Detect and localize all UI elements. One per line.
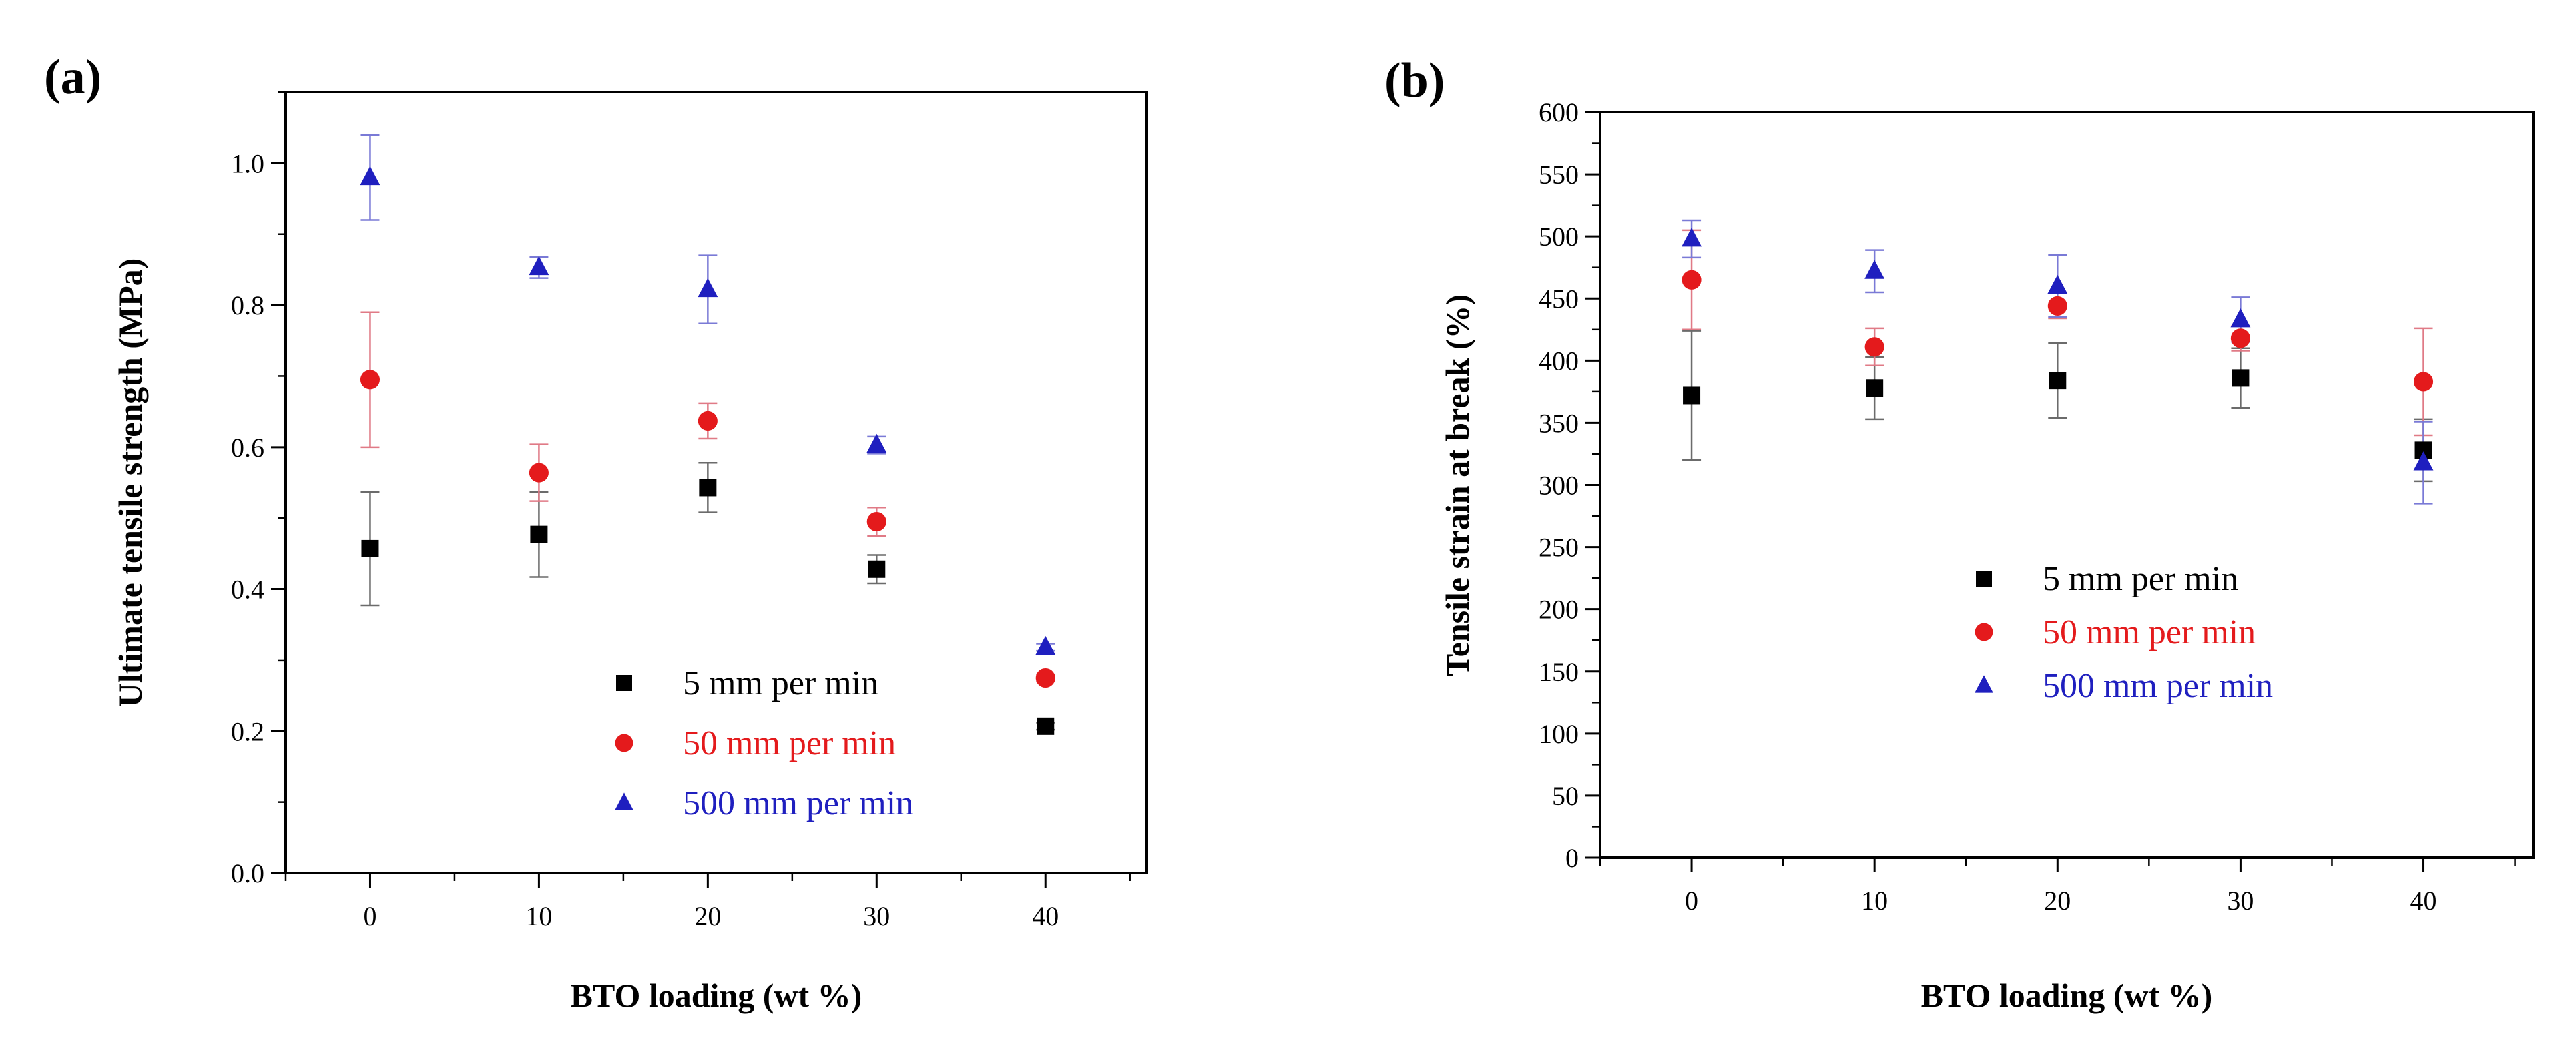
panel-b-point-2-1 [1864, 260, 1885, 279]
panel-a-x-tick-label-4: 40 [1032, 901, 1059, 931]
panel-a-y-tick-label-3: 0.6 [231, 433, 264, 463]
panel-a-point-1-3 [866, 511, 886, 532]
panel-b-point-2-4 [2413, 451, 2434, 471]
panel-a-point-2-0 [360, 166, 380, 186]
panel-b-y-tick-label-11: 550 [1539, 160, 1579, 190]
panel-b-point-1-0 [1682, 270, 1702, 290]
panel-a-point-2-1 [529, 256, 549, 276]
panel-a-y-axis-title: Ultimate tensile strength (MPa) [111, 258, 149, 708]
panel-a-point-0-2 [699, 479, 717, 497]
panel-a-x-axis: 0 10 20 30 40 [284, 873, 1131, 931]
panel-b-x-tick-label-0: 0 [1685, 886, 1698, 916]
panel-b-x-tick-label-1: 10 [1861, 886, 1888, 916]
panel-b-x-axis: 0 10 20 30 40 [1599, 858, 2516, 916]
panel-b-y-axis-title: Tensile strain at break (%) [1439, 294, 1476, 676]
panel-b-error-bars [1682, 219, 2433, 505]
panel-a-legend: 5 mm per min 50 mm per min 500 mm per min [615, 664, 913, 822]
panel-a-legend-label-0: 5 mm per min [683, 664, 878, 702]
panel-b-point-0-3 [2232, 369, 2250, 387]
panel-b-y-tick-label-8: 400 [1539, 346, 1579, 376]
panel-b-point-0-0 [1683, 386, 1701, 405]
panel-a-y-tick-label-4: 0.8 [231, 290, 264, 320]
panel-b-point-0-2 [2049, 372, 2067, 390]
panel-a-y-tick-label-5: 1.0 [231, 148, 264, 178]
panel-a-point-0-4 [1037, 717, 1055, 735]
panel-a-y-axis: 0.0 0.2 0.4 0.6 0.8 1.0 [231, 91, 286, 888]
panel-b-legend-marker-0 [1976, 571, 1992, 587]
panel-a: (a) 0.0 0.2 0.4 0.6 0.8 1.0 0 10 20 30 40 BTO loa… [44, 50, 1148, 1014]
panel-b-point-2-3 [2230, 308, 2251, 328]
panel-b-y-tick-label-9: 450 [1539, 284, 1579, 314]
panel-a-y-tick-label-1: 0.2 [231, 716, 264, 746]
panel-a-x-axis-title: BTO loading (wt %) [571, 977, 862, 1014]
panel-b-y-tick-label-1: 50 [1552, 781, 1579, 811]
panel-b-legend: 5 mm per min 50 mm per min 500 mm per min [1975, 560, 2273, 705]
panel-b-point-2-2 [2047, 274, 2068, 294]
panel-b-y-axis: 0 50 100 150 200 250 300 350 400 450 500 550 600 [1539, 97, 1600, 873]
panel-b-point-2-0 [1682, 227, 1702, 247]
panel-b-plot-frame [1599, 111, 2535, 859]
panel-a-y-tick-label-0: 0.0 [231, 858, 264, 888]
panel-a-x-tick-label-2: 20 [694, 901, 721, 931]
panel-b-x-tick-label-3: 30 [2227, 886, 2254, 916]
panel-a-x-tick-label-1: 10 [525, 901, 552, 931]
panel-a-point-2-2 [698, 278, 718, 298]
panel-a-legend-marker-0 [616, 675, 632, 691]
panel-a-point-0-0 [361, 539, 379, 557]
panel-b-legend-label-0: 5 mm per min [2043, 560, 2238, 598]
panel-a-label: (a) [44, 50, 101, 105]
panel-a-plot-frame [284, 91, 1148, 874]
panel-a-markers [360, 166, 1056, 735]
panel-a-point-2-3 [866, 433, 887, 453]
panel-b-point-1-3 [2230, 328, 2250, 348]
panel-b-y-tick-label-12: 600 [1539, 97, 1579, 127]
panel-b-y-tick-label-10: 500 [1539, 222, 1579, 252]
panel-b-y-tick-label-5: 250 [1539, 533, 1579, 563]
panel-a-point-1-1 [529, 463, 549, 483]
panel-a-legend-label-2: 500 mm per min [683, 784, 913, 822]
panel-b-y-tick-label-2: 100 [1539, 719, 1579, 749]
panel-b-label: (b) [1384, 53, 1445, 108]
panel-b-point-1-1 [1864, 337, 1884, 357]
panel-a-y-tick-label-2: 0.4 [231, 575, 264, 605]
panel-a-point-0-1 [530, 525, 548, 543]
panel-b-y-tick-label-4: 200 [1539, 595, 1579, 625]
panel-b-legend-label-1: 50 mm per min [2043, 613, 2256, 651]
panel-a-point-1-0 [360, 370, 380, 390]
panel-a-point-1-2 [698, 411, 718, 431]
panel-b-markers [1682, 227, 2434, 471]
panel-a-legend-label-1: 50 mm per min [683, 724, 896, 762]
panel-b-legend-marker-1 [1975, 623, 1993, 641]
panel-a-error-bars [360, 134, 1055, 731]
panel-b-y-tick-label-6: 300 [1539, 471, 1579, 501]
panel-b-point-1-2 [2047, 296, 2067, 316]
panel-a-point-1-4 [1035, 668, 1055, 688]
panel-b-point-1-4 [2413, 372, 2434, 392]
panel-a-x-tick-label-0: 0 [363, 901, 376, 931]
panel-b-y-tick-label-0: 0 [1565, 843, 1579, 873]
panel-b-legend-label-2: 500 mm per min [2043, 667, 2273, 705]
panel-b: (b) 050100150200250300350400450500550600… [1384, 53, 2535, 1014]
panel-a-legend-marker-1 [615, 734, 633, 752]
panel-a-point-0-3 [868, 560, 886, 578]
panel-b-legend-marker-2 [1975, 675, 1993, 693]
panel-b-x-tick-label-4: 40 [2410, 886, 2437, 916]
panel-a-legend-marker-2 [615, 792, 633, 810]
panel-b-x-tick-label-2: 20 [2044, 886, 2071, 916]
panel-b-y-tick-label-3: 150 [1539, 657, 1579, 687]
panel-a-x-tick-label-3: 30 [863, 901, 890, 931]
panel-b-point-0-1 [1866, 379, 1884, 397]
panel-b-x-axis-title: BTO loading (wt %) [1921, 977, 2213, 1014]
panel-b-y-tick-label-7: 350 [1539, 408, 1579, 438]
panel-a-point-2-4 [1035, 635, 1056, 655]
